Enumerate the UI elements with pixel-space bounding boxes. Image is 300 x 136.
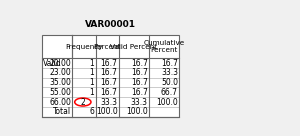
Text: 16.7: 16.7 <box>131 88 148 97</box>
Text: 1: 1 <box>89 68 94 77</box>
Bar <box>42 35 179 117</box>
Text: 100.0: 100.0 <box>156 98 178 106</box>
Text: 16.7: 16.7 <box>131 78 148 87</box>
Text: 16.7: 16.7 <box>100 88 118 97</box>
Bar <box>42 35 179 117</box>
Text: Total: Total <box>53 107 71 116</box>
Text: 33.3: 33.3 <box>100 98 118 106</box>
Text: 100.0: 100.0 <box>96 107 118 116</box>
Text: VAR00001: VAR00001 <box>85 20 136 29</box>
Text: Cumulative
Percent: Cumulative Percent <box>144 40 185 53</box>
Text: 16.7: 16.7 <box>100 68 118 77</box>
Text: Valid: Valid <box>43 59 62 68</box>
Text: Frequency: Frequency <box>65 44 103 50</box>
Text: 16.7: 16.7 <box>131 68 148 77</box>
Text: 1: 1 <box>89 59 94 68</box>
Text: 16.7: 16.7 <box>100 78 118 87</box>
Text: 1: 1 <box>89 78 94 87</box>
Text: 2: 2 <box>80 98 85 106</box>
Text: 1: 1 <box>89 88 94 97</box>
Text: 33.3: 33.3 <box>131 98 148 106</box>
Text: 66.7: 66.7 <box>161 88 178 97</box>
Text: 35.00: 35.00 <box>50 78 71 87</box>
Text: 33.3: 33.3 <box>161 68 178 77</box>
Text: 6: 6 <box>89 107 94 116</box>
Bar <box>42 35 179 117</box>
Text: 100.0: 100.0 <box>126 107 148 116</box>
Text: 16.7: 16.7 <box>100 59 118 68</box>
Text: 20.00: 20.00 <box>50 59 71 68</box>
Text: Percent: Percent <box>94 44 121 50</box>
Text: 66.00: 66.00 <box>50 98 71 106</box>
Text: 16.7: 16.7 <box>131 59 148 68</box>
Text: 23.00: 23.00 <box>50 68 71 77</box>
Text: Valid Percent: Valid Percent <box>110 44 158 50</box>
Text: 55.00: 55.00 <box>50 88 71 97</box>
Text: 16.7: 16.7 <box>161 59 178 68</box>
Text: 50.0: 50.0 <box>161 78 178 87</box>
